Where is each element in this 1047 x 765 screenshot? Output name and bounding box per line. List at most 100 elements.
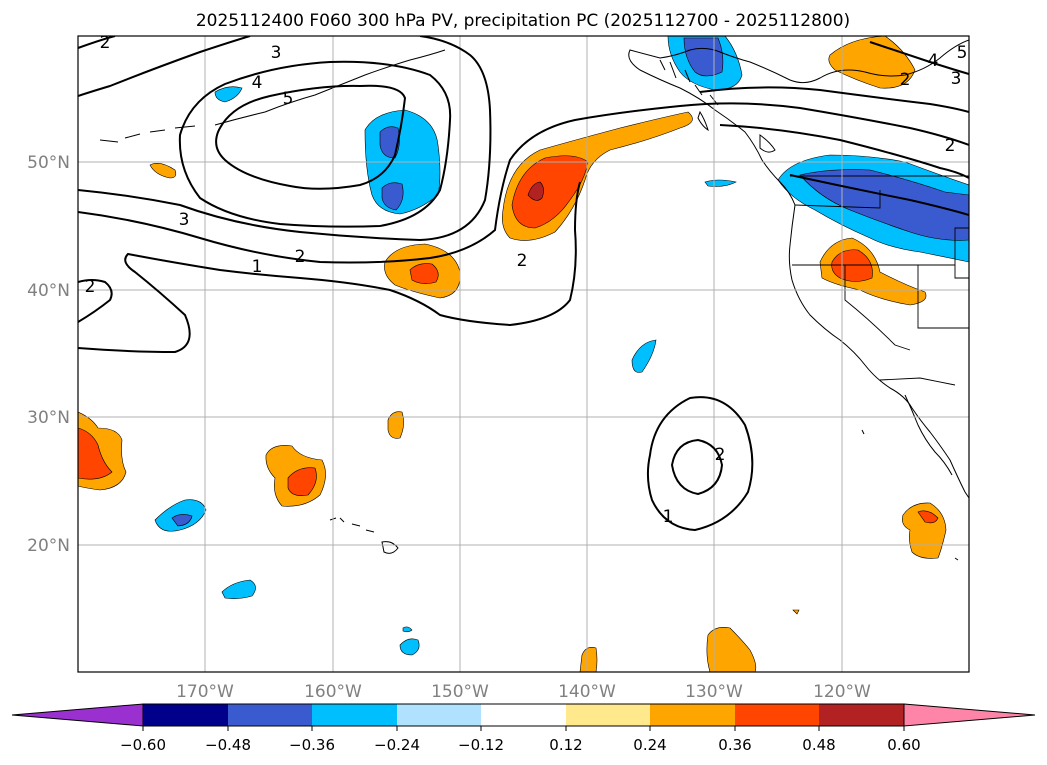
- pv-contour-2-loop: [78, 181, 581, 354]
- colorbar-tick-label: −0.24: [374, 736, 420, 754]
- anomaly-blue-small-3: [631, 339, 657, 373]
- pv-contour-2-north: [78, 36, 969, 264]
- anomaly-red-west-edge: [78, 427, 113, 480]
- colorbar-extend-high: [903, 703, 1036, 727]
- colorbar-tick-labels: −0.60 −0.48 −0.36 −0.24 −0.12 0.12 0.24 …: [120, 736, 921, 754]
- anomaly-blue-small-2: [214, 86, 243, 103]
- pv-contour-2-small-loop: [670, 438, 724, 496]
- anomaly-orange-south-1: [706, 627, 757, 672]
- map-area: 2 3 4 5 3 2 1 2 2 2 4 3 5 2 2 1: [78, 33, 969, 672]
- colorbar-bin: [143, 704, 228, 726]
- contour-label: 4: [928, 51, 939, 71]
- anomaly-darkred-gulf: [527, 181, 544, 201]
- anomaly-darkblue-alaska-pan: [683, 37, 724, 77]
- coastlines: [99, 39, 969, 561]
- colorbar-tick-label: 0.48: [802, 736, 835, 754]
- longitude-label: 160°W: [304, 682, 362, 702]
- pv-contour-2-mid: [78, 279, 113, 323]
- colorbar-bin: [819, 704, 904, 726]
- political-boundaries: [790, 175, 969, 386]
- contour-label: 1: [252, 257, 263, 277]
- anomaly-red-hawaii-north: [287, 467, 317, 496]
- colorbar-bin: [397, 704, 481, 726]
- contour-label: 3: [179, 210, 190, 230]
- border-nv-ca: [844, 265, 911, 351]
- coastline-west-north-america: [628, 39, 969, 499]
- anomaly-orange-tiny-2: [149, 163, 177, 179]
- contour-label: 3: [951, 69, 962, 89]
- colorbar-bin: [650, 704, 735, 726]
- pv-contours: [78, 36, 969, 532]
- border-idaho: [954, 227, 969, 279]
- anomaly-red-gulf-core: [511, 155, 589, 229]
- anomaly-orange-tiny: [792, 609, 800, 615]
- colorbar-ticks: [142, 726, 905, 731]
- colorbar-bin: [481, 704, 566, 726]
- contour-label: 2: [295, 247, 306, 267]
- contour-label: 3: [271, 43, 282, 63]
- colorbar-bin: [735, 704, 819, 726]
- longitude-labels: 170°W 160°W 150°W 140°W 130°W 120°W: [176, 682, 871, 702]
- coastline-alaska-peninsula: [214, 49, 446, 126]
- contour-label: 2: [900, 70, 911, 90]
- anomaly-blue-small-5: [399, 638, 420, 656]
- anomaly-blue-small-6: [402, 626, 413, 633]
- longitude-label: 170°W: [176, 682, 234, 702]
- positive-anomaly-regions: [78, 36, 947, 672]
- anomaly-darkblue-hawaii-west: [171, 514, 193, 527]
- contour-label: 2: [517, 251, 528, 271]
- pv-contour-3: [78, 36, 492, 242]
- border-wa-or: [794, 190, 881, 209]
- contour-label: 2: [85, 277, 96, 297]
- colorbar-tick-label: −0.36: [289, 736, 335, 754]
- latitude-label: 50°N: [27, 153, 70, 173]
- colorbar-bin: [566, 704, 650, 726]
- anomaly-darkblue-gulf-west-2: [381, 182, 404, 211]
- longitude-label: 130°W: [685, 682, 743, 702]
- latitude-label: 20°N: [27, 536, 70, 556]
- colorbar-tick-label: 0.12: [549, 736, 582, 754]
- anomaly-orange-south-2: [579, 647, 598, 672]
- coastline-islands-se-alaska: [659, 59, 719, 106]
- latitude-label: 30°N: [27, 408, 70, 428]
- anomaly-blue-small-4: [221, 579, 256, 599]
- contour-label: 5: [283, 89, 294, 109]
- colorbar-tick-label: −0.60: [120, 736, 166, 754]
- contour-label: 2: [100, 33, 111, 53]
- pv-contour-subtropical-east: [789, 174, 969, 216]
- latitude-labels: 50°N 40°N 30°N 20°N: [27, 153, 70, 556]
- coastline-baja: [904, 394, 953, 476]
- colorbar-tick-label: −0.12: [458, 736, 504, 754]
- contour-label: 5: [957, 43, 968, 63]
- pv-contour-2-east: [719, 124, 969, 179]
- pv-contour-3-east: [699, 86, 969, 113]
- pv-contour-4-east: [869, 41, 969, 75]
- longitude-label: 140°W: [558, 682, 616, 702]
- contour-label: 1: [663, 507, 674, 527]
- colorbar-bin: [312, 704, 397, 726]
- anomaly-red-mexico: [917, 510, 939, 524]
- anomaly-orange-small-1: [387, 411, 404, 439]
- colorbar: −0.60 −0.48 −0.36 −0.24 −0.12 0.12 0.24 …: [11, 703, 1036, 754]
- latitude-label: 40°N: [27, 281, 70, 301]
- coastline-aleutians: [99, 125, 196, 143]
- colorbar-tick-label: 0.36: [718, 736, 751, 754]
- colorbar-frame: [142, 703, 905, 727]
- gridlines: [78, 36, 969, 672]
- pv-contour-4: [178, 60, 452, 228]
- contour-label: 4: [252, 73, 263, 93]
- colorbar-extend-low: [11, 703, 144, 727]
- border-nv-ut: [917, 265, 969, 329]
- contour-label: 2: [715, 445, 726, 465]
- anomaly-red-mid-pacific: [409, 263, 439, 284]
- map-frame: [77, 35, 970, 673]
- longitude-label: 120°W: [813, 682, 871, 702]
- colorbar-bin: [228, 704, 312, 726]
- pv-contour-1-large-loop: [646, 396, 754, 532]
- pv-contour-5: [215, 84, 407, 190]
- colorbar-tick-label: −0.48: [205, 736, 251, 754]
- colorbar-tick-label: 0.24: [633, 736, 666, 754]
- longitude-label: 150°W: [431, 682, 489, 702]
- map-title: 2025112400 F060 300 hPa PV, precipitatio…: [196, 11, 850, 31]
